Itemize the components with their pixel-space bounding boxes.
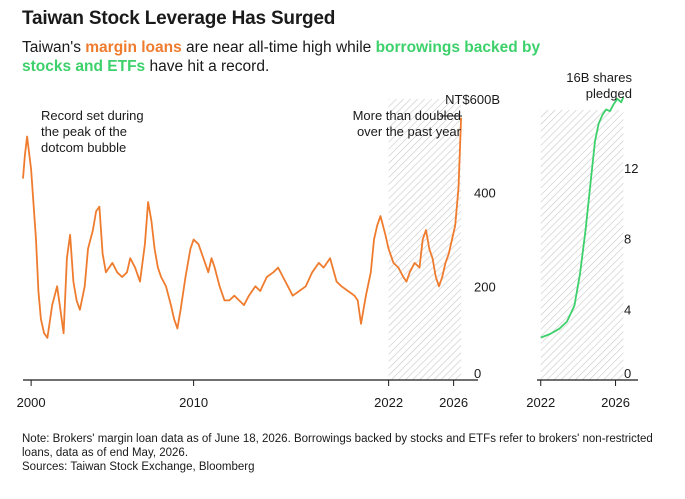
pledged-shares-chart: 0 4 8 12 2022 2026 16B shares pledged [526,70,638,410]
x-tick-label: 2010 [179,395,208,410]
annotation-pledged: 16B shares pledged [566,70,632,101]
chart-subtitle: Taiwan's margin loans are near all-time … [22,38,582,76]
series-line-margin-loans [22,117,462,339]
subtitle-part-3: have hit a record. [145,58,270,75]
y-tick-label: 400 [474,186,496,201]
subtitle-part-2: are near all-time high while [181,39,376,56]
annotation-doubled: More than doubled over the past year [353,108,462,139]
chart-footer: Note: Brokers' margin loan data as of Ju… [22,432,672,474]
y-tick-label: 0 [474,366,481,381]
subtitle-part-1: Taiwan's [22,39,86,56]
subtitle-highlight-margin-loans: margin loans [85,39,182,56]
annotation-dotcom: Record set during the peak of the dotcom b… [41,108,144,155]
y-tick-label: 12 [624,161,638,176]
y-tick-label: 200 [474,279,496,294]
hatched-region [540,110,624,380]
x-tick-label: 2022 [374,395,403,410]
x-tick-label: 2022 [526,395,555,410]
y-tick-label: NT$600B [445,92,500,107]
x-tick-label: 2026 [439,395,468,410]
footer-sources: Sources: Taiwan Stock Exchange, Bloomber… [22,461,255,473]
hatched-region [388,99,462,380]
y-tick-label: 0 [624,366,631,381]
x-tick-label: 2000 [17,395,46,410]
x-tick-label: 2026 [601,395,630,410]
series-line-pledged [540,96,625,339]
footer-note: Note: Brokers' margin loan data as of Ju… [22,433,653,459]
y-tick-label: 8 [624,232,631,247]
y-tick-label: 4 [624,302,631,317]
subtitle-highlight-borrowings: borrowings backed by stocks and ETFs [22,39,541,75]
chart-title: Taiwan Stock Leverage Has Surged [22,8,336,29]
margin-loans-chart: 0 200 400 NT$600B 2000 2010 2022 2026 Record set… [17,92,500,410]
